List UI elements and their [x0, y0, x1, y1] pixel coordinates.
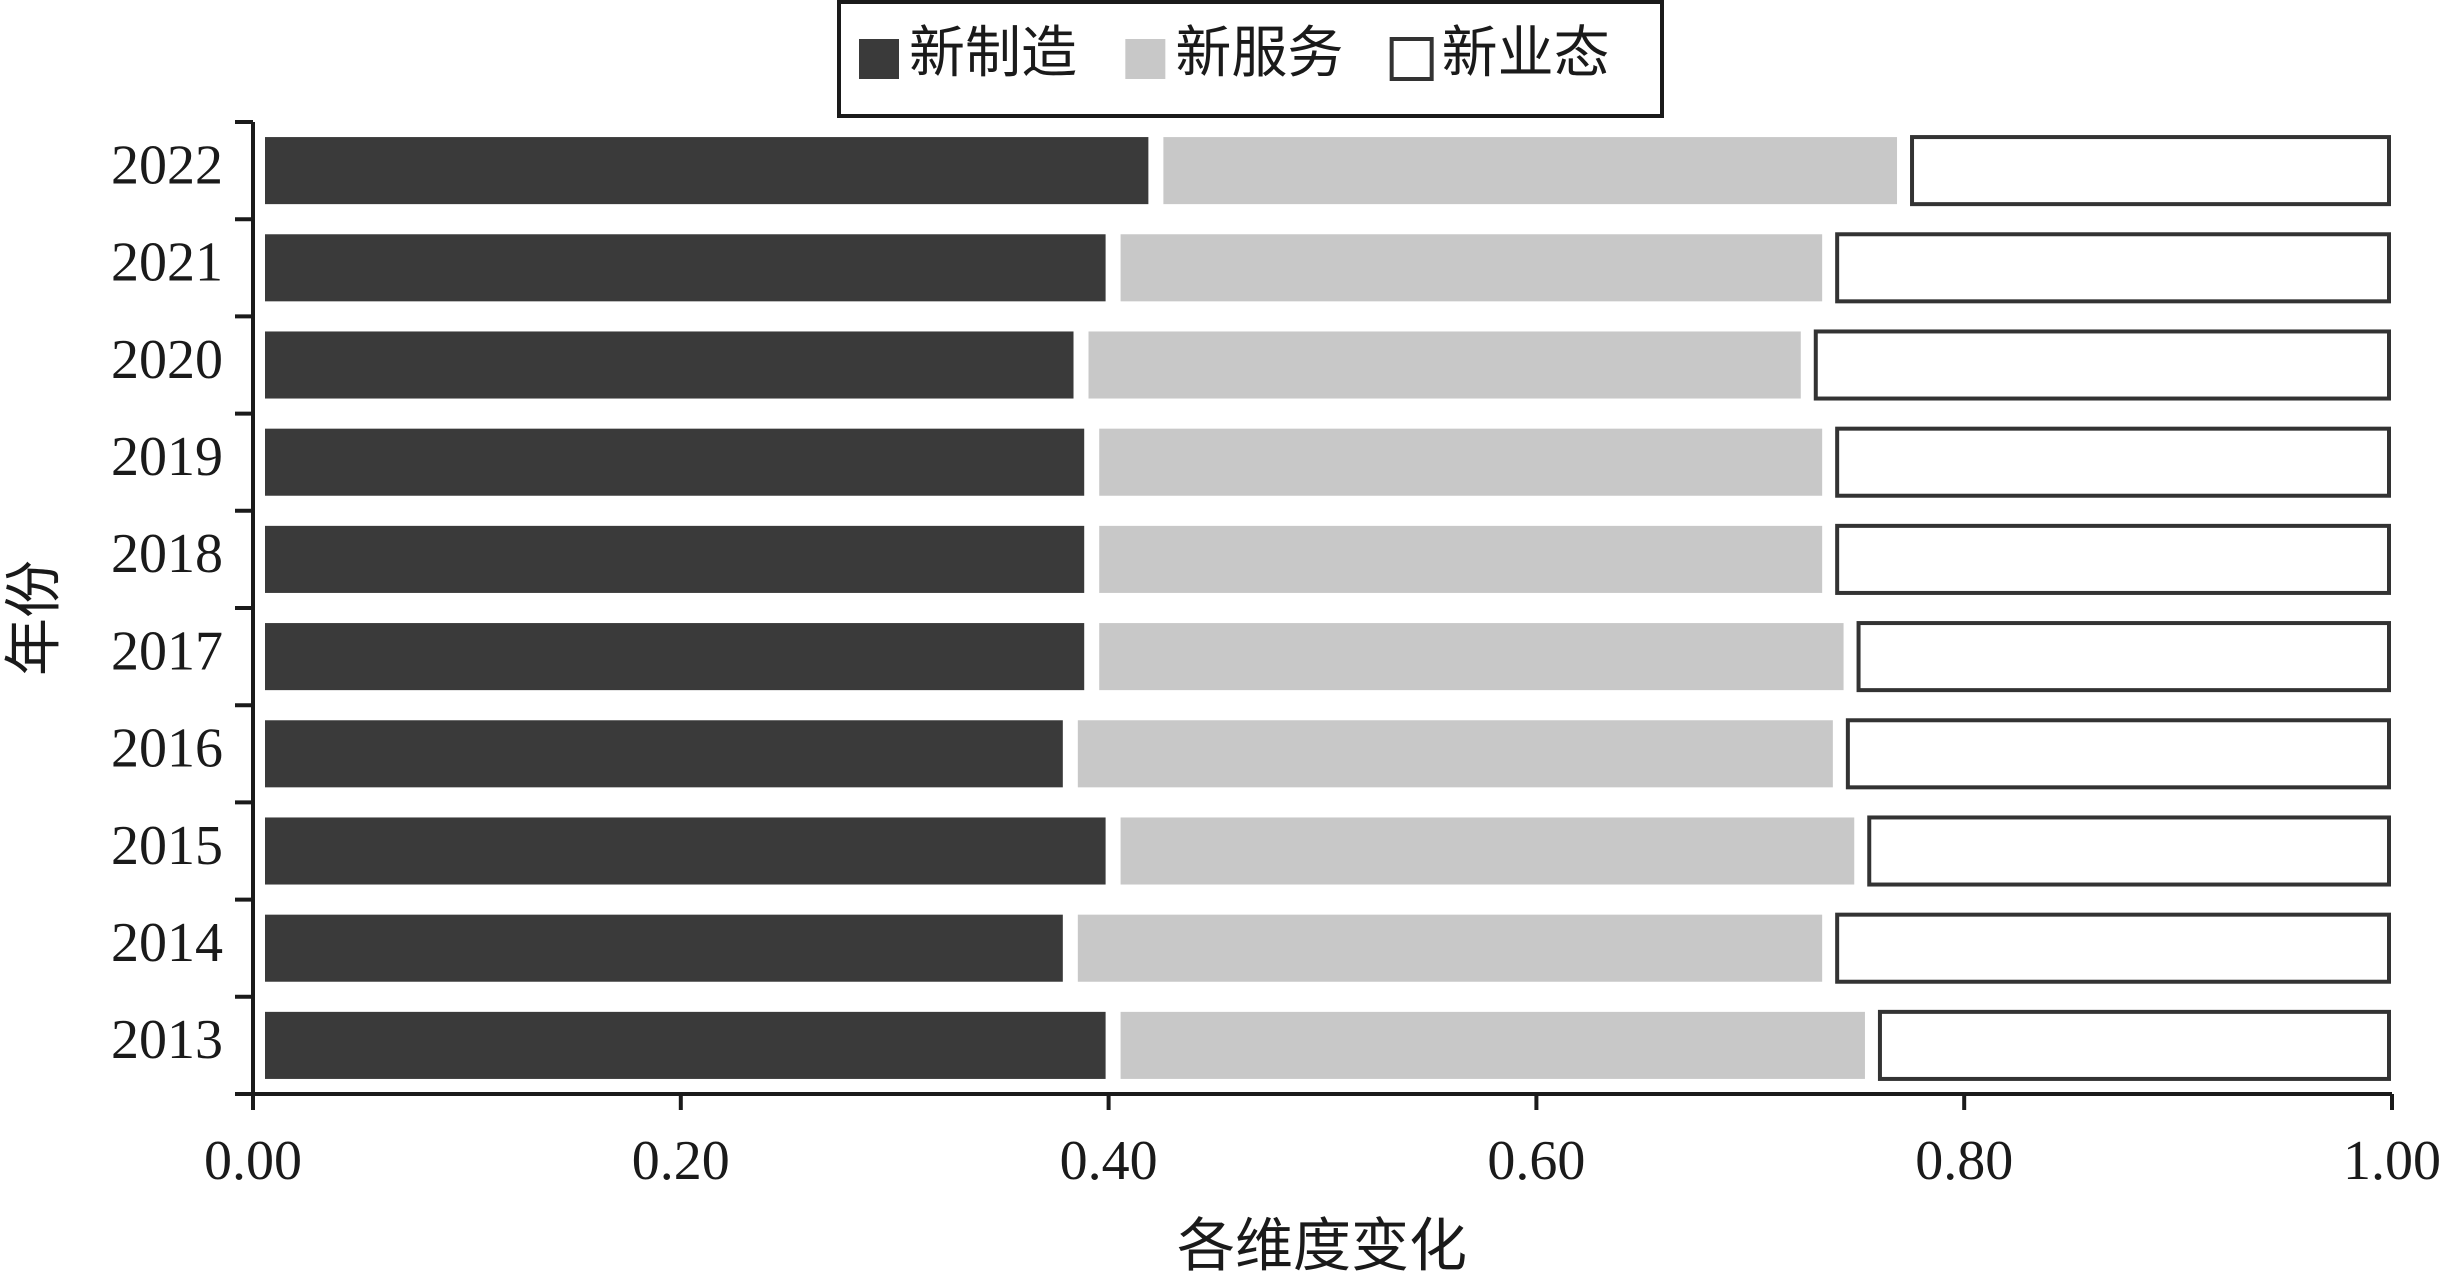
y-tick-label: 2015 [111, 815, 223, 877]
bar-segment [1856, 621, 2392, 693]
bar-segment [1120, 817, 1855, 885]
x-tick-label: 0.00 [204, 1130, 302, 1192]
bar-segment [1867, 815, 2391, 887]
y-tick-label: 2017 [111, 620, 223, 682]
bar-segment [1910, 135, 2392, 207]
y-tick-label: 2016 [111, 718, 223, 780]
legend-label: 新业态 [1442, 23, 1610, 85]
bar-segment [265, 234, 1106, 302]
bar-segment [265, 331, 1074, 399]
bar-segment [1835, 523, 2392, 595]
legend-box [837, 0, 1664, 118]
bar-segment [265, 428, 1085, 496]
bar-segment [1163, 137, 1898, 205]
bar-segment [265, 525, 1085, 593]
x-axis-label: 各维度变化 [1177, 1213, 1467, 1278]
x-tick-label: 0.60 [1487, 1130, 1585, 1192]
bar-segment [1099, 525, 1823, 593]
bar-segment [265, 137, 1149, 205]
y-tick-label: 2020 [111, 329, 223, 391]
bar-segment [1835, 426, 2392, 498]
legend-swatch [859, 39, 899, 79]
bar-segment [1099, 428, 1823, 496]
bar-segment [265, 720, 1063, 788]
bar-segment [1120, 234, 1823, 302]
x-tick-label: 0.80 [1915, 1130, 2013, 1192]
bar-segment [1877, 1009, 2391, 1081]
y-tick-label: 2019 [111, 426, 223, 488]
bar-segment [265, 914, 1063, 982]
bar-segment [1845, 718, 2391, 790]
legend-swatch [1125, 39, 1166, 79]
legend-label: 新制造 [909, 23, 1077, 85]
x-tick-label: 1.00 [2343, 1130, 2441, 1192]
y-tick-label: 2021 [111, 232, 223, 294]
bar-segment [1120, 1011, 1865, 1079]
bar-segment [1077, 914, 1823, 982]
bar-segment [1077, 720, 1833, 788]
legend-swatch [1389, 37, 1434, 81]
y-tick-label: 2018 [111, 523, 223, 585]
y-tick-label: 2013 [111, 1009, 223, 1071]
bar-segment [265, 817, 1106, 885]
legend-label: 新服务 [1175, 23, 1343, 85]
bar-segment [265, 1011, 1106, 1079]
y-tick-label: 2014 [111, 912, 223, 974]
bar-segment [1835, 912, 2392, 984]
bar-segment [265, 623, 1085, 691]
x-tick-label: 0.20 [632, 1130, 730, 1192]
y-axis-label: 年份 [1, 560, 66, 676]
bar-segment [1099, 623, 1844, 691]
bar-segment [1835, 232, 2392, 304]
x-tick-label: 0.40 [1060, 1130, 1158, 1192]
y-tick-label: 2022 [111, 134, 223, 196]
bar-segment [1813, 329, 2391, 401]
bar-segment [1088, 331, 1801, 399]
